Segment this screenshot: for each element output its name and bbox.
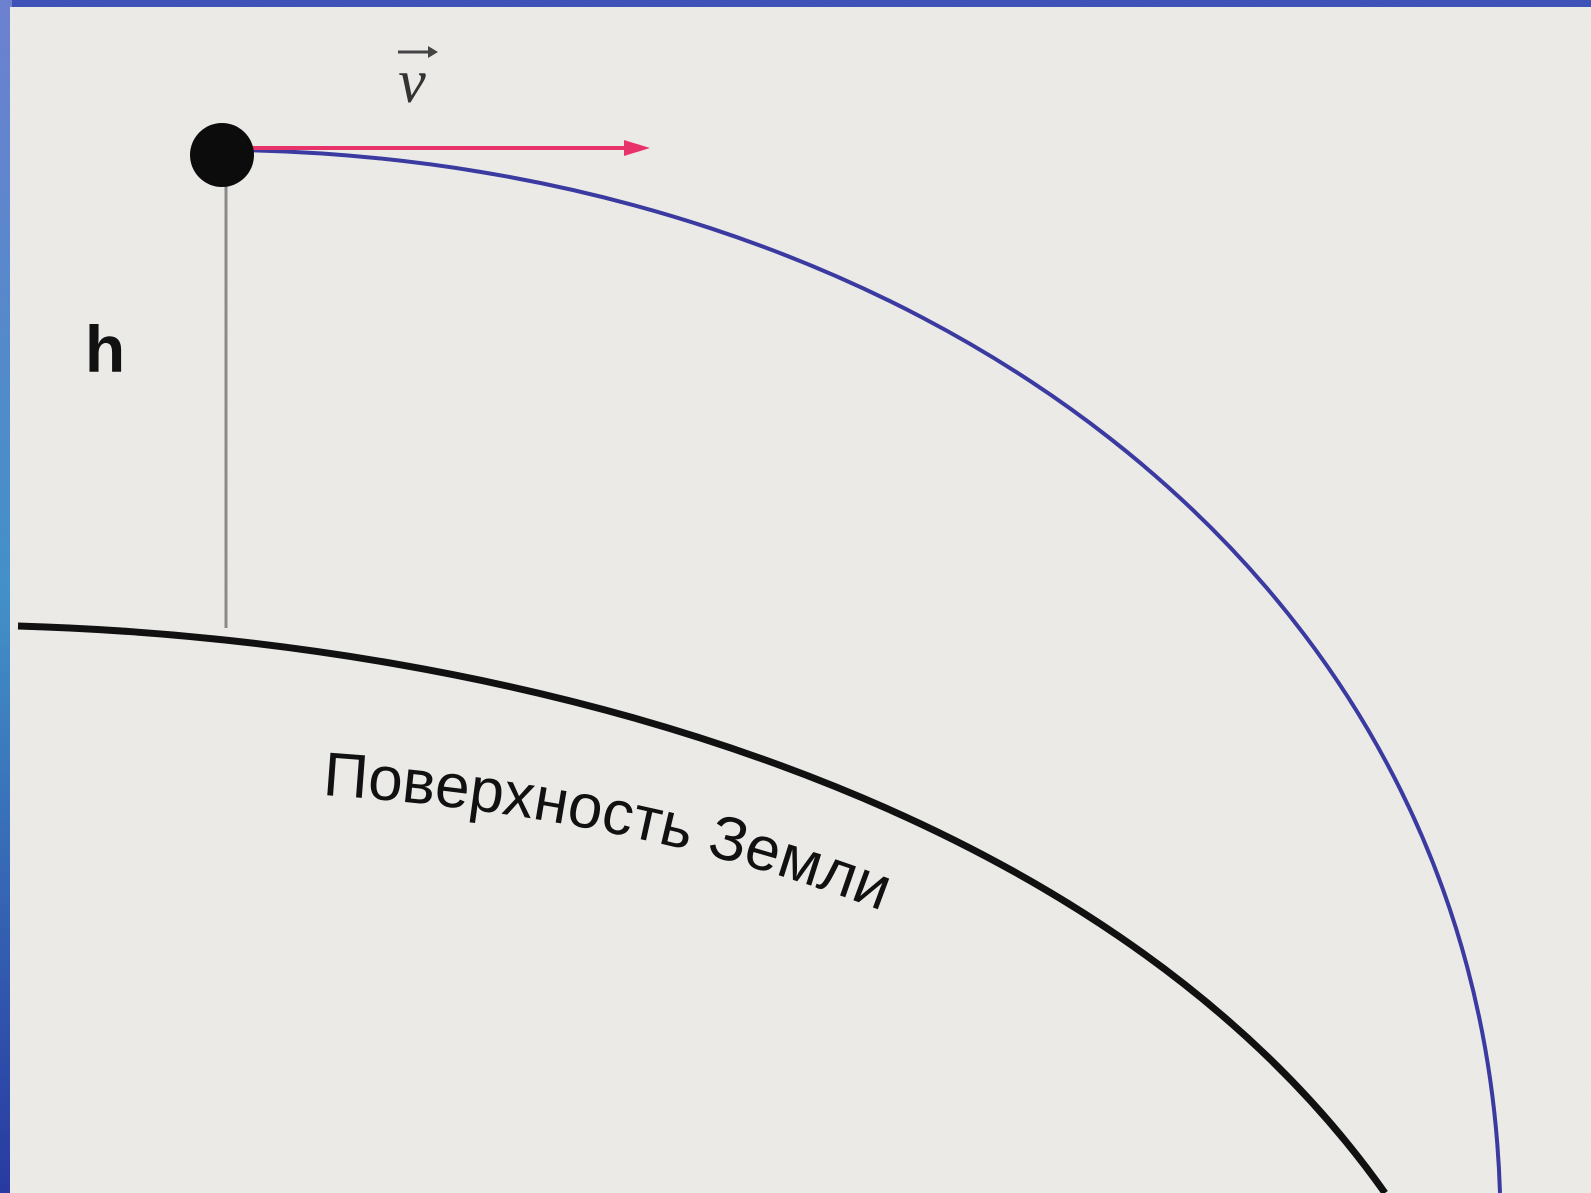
velocity-label: v [398, 48, 426, 116]
height-label: h [85, 312, 125, 386]
figure-texture [10, 7, 1591, 1193]
body [190, 123, 254, 187]
page: v h Поверхность Земли (() => { const dat… [0, 0, 1591, 1193]
diagram: v h Поверхность Земли [0, 0, 1591, 1193]
